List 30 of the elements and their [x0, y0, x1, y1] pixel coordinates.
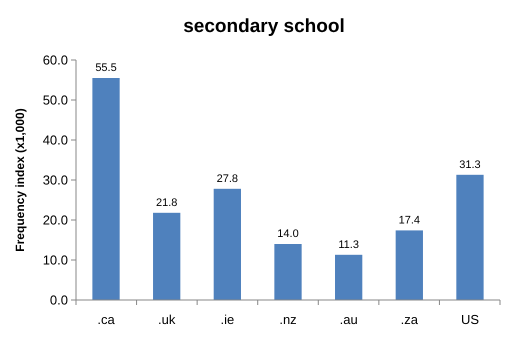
data-label: 17.4 [398, 214, 420, 226]
y-tick-label: 20.0 [42, 212, 68, 228]
y-tick-label: 10.0 [42, 252, 68, 268]
y-axis-title: Frequency index (x1,000) [13, 108, 27, 252]
bar [335, 254, 362, 300]
y-tick-label: 50.0 [42, 92, 68, 108]
bar [456, 174, 484, 300]
data-label: 21.8 [156, 196, 178, 209]
bar [274, 244, 302, 300]
data-label: 11.3 [338, 238, 359, 251]
bar [396, 230, 423, 300]
y-tick-label: 30.0 [42, 172, 68, 188]
y-tick-label: 0.0 [50, 292, 68, 308]
x-tick-label: US [460, 312, 480, 327]
bar [214, 188, 241, 300]
x-tick-label: .uk [158, 312, 176, 327]
data-label: 55.5 [95, 62, 117, 74]
y-tick-label: 60.0 [42, 52, 68, 68]
bar [153, 212, 180, 300]
x-tick-label: .za [400, 312, 419, 327]
x-tick-label: .ie [220, 312, 234, 327]
data-label: 14.0 [277, 228, 299, 240]
bar [92, 78, 120, 300]
data-label: 31.3 [459, 158, 481, 171]
x-tick-label: .au [340, 312, 358, 327]
data-label: 27.8 [216, 172, 238, 185]
x-tick-label: .nz [279, 312, 297, 327]
x-tick-label: .ca [97, 312, 116, 327]
y-tick-label: 40.0 [42, 132, 68, 148]
chart-title: secondary school [183, 16, 345, 37]
